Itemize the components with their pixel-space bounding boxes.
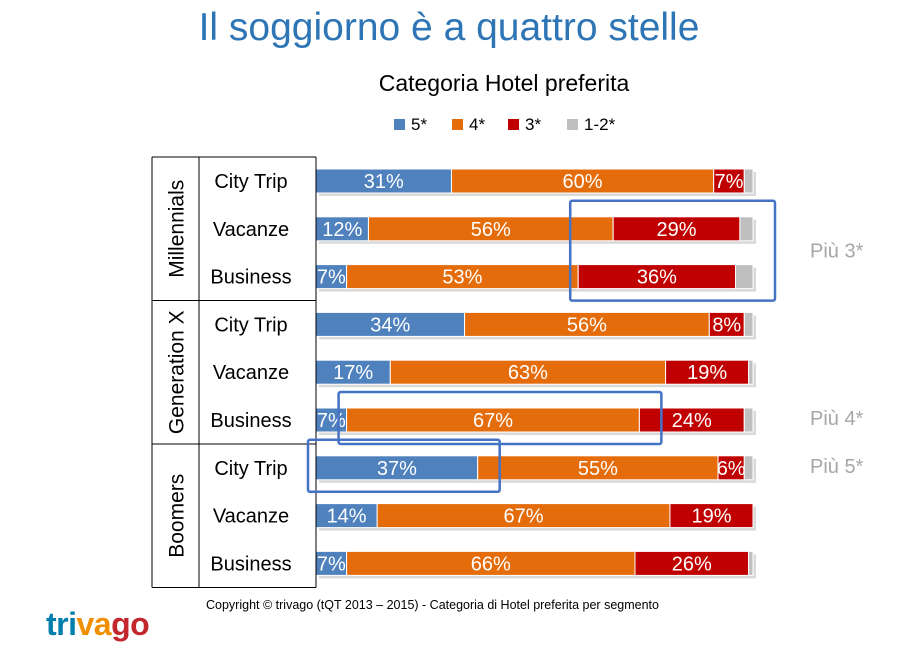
row-label: City Trip <box>214 171 287 193</box>
row-label: Business <box>210 410 291 432</box>
stacked-bar-chart: Categoria Hotel preferita 5* 4* 3* 1-2* 31% 60… <box>151 70 864 588</box>
row-label: Vacanze <box>213 506 289 528</box>
data-label: 29% <box>657 219 697 241</box>
annotation-label: Più 3* <box>810 241 864 263</box>
logo-part-2: va <box>76 606 112 642</box>
legend-label-4: 1-2* <box>584 115 616 134</box>
bar-segment <box>376 503 671 529</box>
data-label: 37% <box>377 458 417 480</box>
bar-segment <box>735 264 754 290</box>
bar-segment <box>477 455 719 481</box>
bar-segment <box>743 311 754 337</box>
row-label: Vacanze <box>213 219 289 241</box>
data-label: 56% <box>471 219 511 241</box>
data-label: 56% <box>567 314 607 336</box>
data-label: 17% <box>333 362 373 384</box>
bar-segment <box>315 359 391 385</box>
data-label: 67% <box>504 506 544 528</box>
bar-segment <box>315 407 348 433</box>
data-label: 7% <box>317 267 346 289</box>
bar-segment <box>748 550 754 576</box>
bar-segment <box>315 550 348 576</box>
bar-segment <box>315 455 479 481</box>
data-label: 19% <box>691 506 731 528</box>
chart-title: Categoria Hotel preferita <box>379 70 630 96</box>
data-label: 67% <box>473 410 513 432</box>
group-label: Boomers <box>166 474 189 558</box>
logo-part-1: tri <box>46 606 77 642</box>
data-label: 63% <box>508 362 548 384</box>
group-label: Millennials <box>166 180 189 278</box>
data-label: 31% <box>364 171 404 193</box>
bar-segment <box>315 168 452 194</box>
group-label: Generation X <box>166 310 189 434</box>
data-label: 55% <box>578 458 618 480</box>
legend-swatch-4 <box>567 119 578 130</box>
row-label: City Trip <box>214 314 287 336</box>
annotation-label: Più 5* <box>810 456 864 478</box>
bar-segment <box>739 216 754 242</box>
data-label: 14% <box>327 506 367 528</box>
bar-segment <box>743 455 754 481</box>
data-label: 66% <box>471 553 511 575</box>
data-label: 26% <box>672 553 712 575</box>
legend-label-3: 3* <box>525 115 541 134</box>
row-label: Vacanze <box>213 362 289 384</box>
legend-label-2: 4* <box>469 115 485 134</box>
copyright-footer: Copyright © trivago (tQT 2013 – 2015) - … <box>206 598 659 612</box>
row-label: Business <box>210 267 291 289</box>
bar-segment <box>464 311 710 337</box>
bar-segment <box>367 216 614 242</box>
bar-segment <box>717 455 745 481</box>
bar-segment <box>748 359 754 385</box>
bar-segment <box>708 311 745 337</box>
logo-part-3: go <box>111 606 150 642</box>
slide-title: Il soggiorno è a quattro stelle <box>198 6 700 49</box>
row-label: City Trip <box>214 458 287 480</box>
highlight-box <box>306 438 501 494</box>
legend-swatch-2 <box>452 119 463 130</box>
bar-segment <box>669 503 754 529</box>
data-label: 53% <box>442 267 482 289</box>
bar-segment <box>634 550 750 576</box>
highlight-box <box>568 199 777 302</box>
bar-segment <box>577 264 737 290</box>
bar-segment <box>389 359 667 385</box>
annotation-label: Più 4* <box>810 408 864 430</box>
data-label: 12% <box>322 219 362 241</box>
data-label: 8% <box>712 314 741 336</box>
bar-segment <box>665 359 750 385</box>
bar-segment <box>315 503 378 529</box>
bar-segment <box>612 216 741 242</box>
bar-segment <box>743 407 754 433</box>
data-label: 7% <box>715 171 744 193</box>
row-label: Business <box>210 553 291 575</box>
data-label: 7% <box>317 553 346 575</box>
trivago-logo: trivago <box>46 606 150 643</box>
legend-swatch-3 <box>508 119 519 130</box>
data-label: 34% <box>370 314 410 336</box>
data-label: 19% <box>687 362 727 384</box>
legend-label-1: 5* <box>411 115 427 134</box>
data-label: 60% <box>563 171 603 193</box>
data-label: 7% <box>317 410 346 432</box>
bar-segment <box>315 216 369 242</box>
data-label: 36% <box>637 267 677 289</box>
legend-swatch-1 <box>394 119 405 130</box>
data-label: 6% <box>717 458 746 480</box>
bar-segment <box>743 168 754 194</box>
data-label: 24% <box>672 410 712 432</box>
bar-segment <box>346 407 640 433</box>
